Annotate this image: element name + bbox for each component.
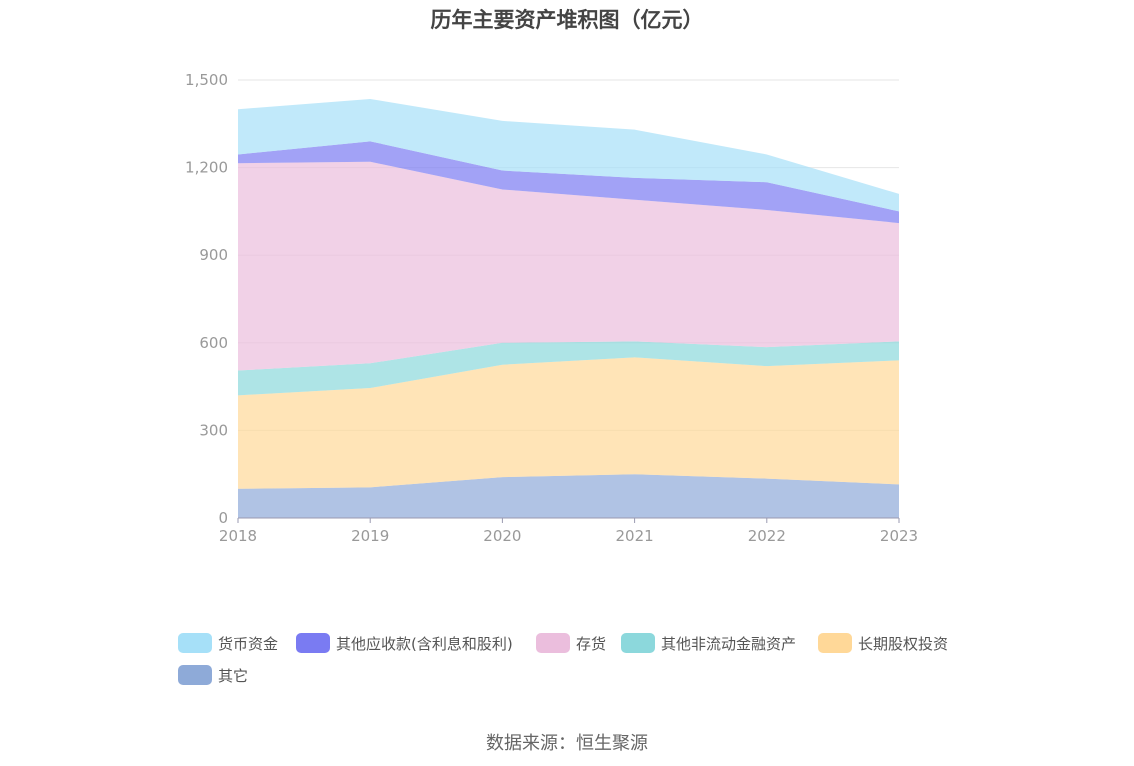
area-series <box>238 98 899 518</box>
x-tick-label: 2020 <box>483 527 521 545</box>
legend-item[interactable]: 存货 <box>536 632 606 654</box>
y-tick-label: 300 <box>199 421 228 439</box>
y-tick-label: 0 <box>218 509 228 527</box>
y-tick-label: 1,500 <box>185 71 228 89</box>
area-其他非流动金融资产 <box>238 341 899 396</box>
legend-label: 其它 <box>218 666 249 685</box>
legend-item[interactable]: 其他应收款(含利息和股利) <box>296 632 513 654</box>
legend-swatch <box>621 633 655 653</box>
x-tick-label: 2021 <box>616 527 654 545</box>
legend-item[interactable]: 其他非流动金融资产 <box>621 632 796 654</box>
area-长期股权投资 <box>238 357 899 489</box>
y-tick-label: 1,200 <box>185 159 228 177</box>
legend-label: 其他应收款(含利息和股利) <box>336 634 513 653</box>
legend-swatch <box>818 633 852 653</box>
x-tick-label: 2018 <box>219 527 257 545</box>
legend-swatch <box>178 633 212 653</box>
y-tick-label: 900 <box>199 246 228 264</box>
area-其它 <box>238 474 899 518</box>
legend-swatch <box>296 633 330 653</box>
area-存货 <box>238 161 899 371</box>
legend-label: 长期股权投资 <box>858 634 949 653</box>
x-tick-label: 2022 <box>748 527 786 545</box>
data-source: 数据来源：恒生聚源 <box>486 733 648 754</box>
area-货币资金 <box>238 98 899 212</box>
legend-item[interactable]: 长期股权投资 <box>818 632 948 654</box>
legend-label: 货币资金 <box>218 634 279 653</box>
stacked-area-chart: 0 300 600 900 1,200 1,500 2018 2019 2020 2021 2022… <box>185 71 918 545</box>
axes: 0 300 600 900 1,200 1,500 2018 2019 2020 2021 2022… <box>185 71 918 545</box>
x-tick-label: 2023 <box>880 527 918 545</box>
y-tick-label: 600 <box>199 334 228 352</box>
legend-swatch <box>536 633 570 653</box>
legend-item[interactable]: 货币资金 <box>178 632 278 654</box>
chart-title: 历年主要资产堆积图（亿元） <box>430 8 704 32</box>
legend-label: 存货 <box>576 634 607 653</box>
legend-swatch <box>178 665 212 685</box>
x-tick-label: 2019 <box>351 527 389 545</box>
legend-item[interactable]: 其它 <box>178 664 248 686</box>
legend-label: 其他非流动金融资产 <box>661 634 797 653</box>
area-其他应收款(含利息和股利) <box>238 141 899 224</box>
